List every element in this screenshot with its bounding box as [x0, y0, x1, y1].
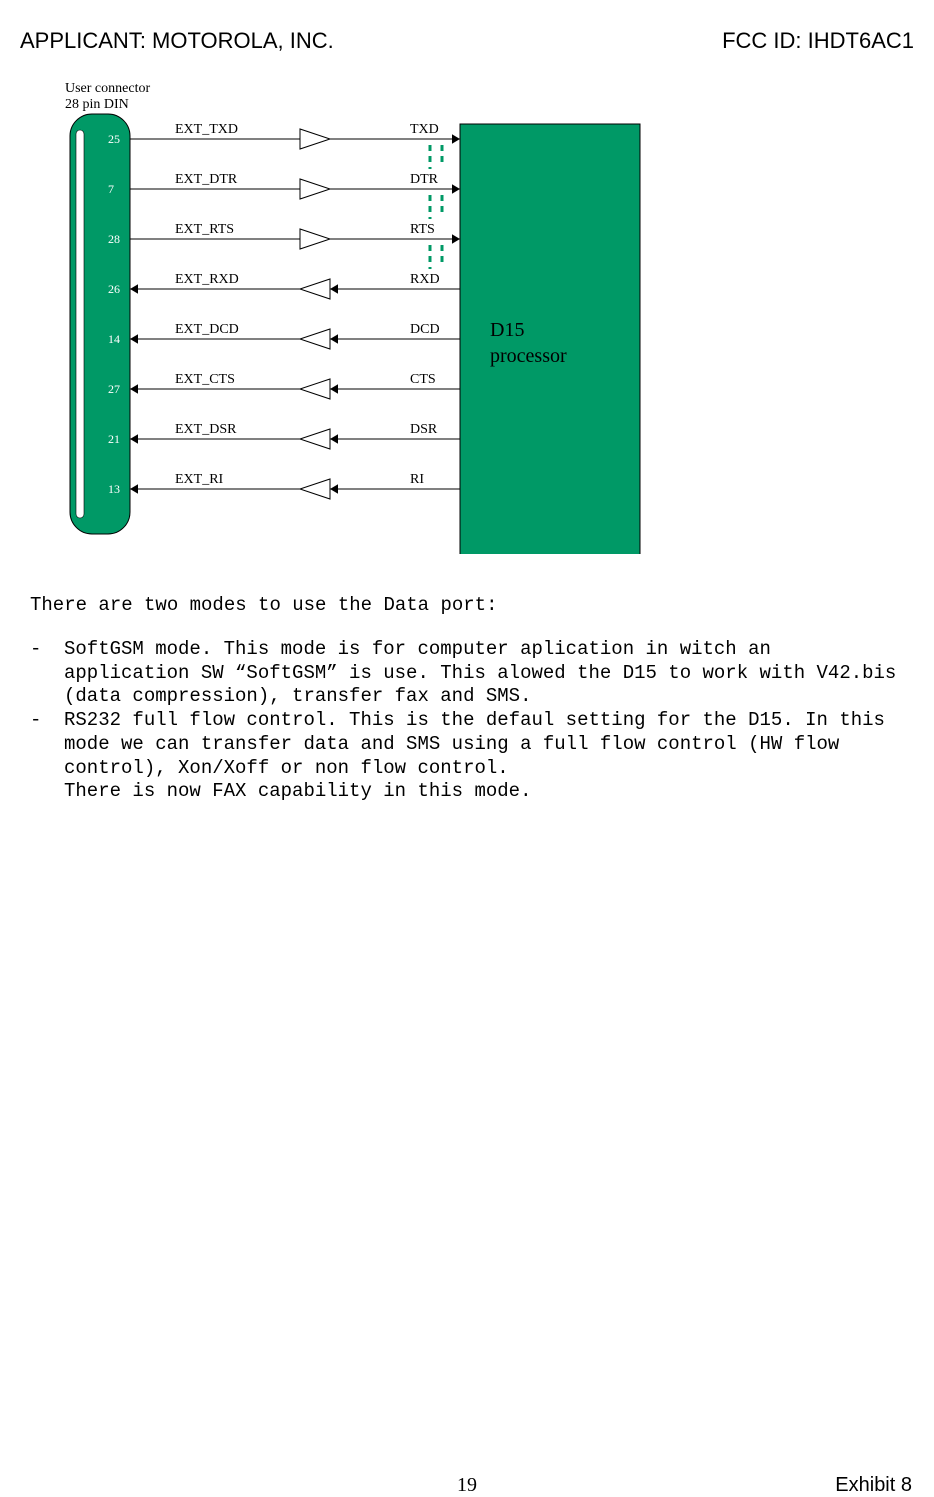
svg-text:D15: D15 — [490, 319, 524, 341]
list-item-2: RS232 full flow control. This is the def… — [64, 709, 904, 780]
page-number: 19 — [457, 1474, 477, 1497]
svg-text:13: 13 — [108, 482, 120, 496]
list-item-2b: There is now FAX capability in this mode… — [64, 780, 904, 804]
exhibit-label: Exhibit 8 — [835, 1474, 912, 1497]
svg-text:processor: processor — [490, 345, 567, 367]
svg-text:User connector: User connector — [65, 81, 150, 96]
svg-text:28 pin DIN: 28 pin DIN — [65, 97, 129, 112]
svg-text:RXD: RXD — [410, 272, 440, 287]
svg-text:TXD: TXD — [410, 122, 439, 137]
svg-text:CTS: CTS — [410, 372, 436, 387]
svg-text:EXT_CTS: EXT_CTS — [175, 372, 235, 387]
svg-text:7: 7 — [108, 182, 114, 196]
svg-text:DCD: DCD — [410, 322, 440, 337]
list-dash: - — [30, 709, 64, 804]
svg-text:RTS: RTS — [410, 222, 435, 237]
svg-text:EXT_RXD: EXT_RXD — [175, 272, 239, 287]
list-dash: - — [30, 638, 64, 709]
svg-text:EXT_TXD: EXT_TXD — [175, 122, 238, 137]
svg-text:27: 27 — [108, 382, 120, 396]
signal-diagram: User connector28 pin DIN D15 processor 25 EX… — [40, 74, 914, 554]
svg-text:14: 14 — [108, 332, 120, 346]
intro-paragraph: There are two modes to use the Data port… — [30, 594, 904, 618]
svg-text:21: 21 — [108, 432, 120, 446]
applicant-label: APPLICANT: MOTOROLA, INC. — [20, 28, 334, 54]
fcc-id-label: FCC ID: IHDT6AC1 — [722, 28, 914, 54]
svg-text:DSR: DSR — [410, 422, 438, 437]
svg-text:26: 26 — [108, 282, 120, 296]
svg-text:EXT_DSR: EXT_DSR — [175, 422, 237, 437]
list-item-1: SoftGSM mode. This mode is for computer … — [64, 638, 904, 709]
svg-text:EXT_RTS: EXT_RTS — [175, 222, 234, 237]
svg-text:28: 28 — [108, 232, 120, 246]
svg-text:EXT_RI: EXT_RI — [175, 472, 224, 487]
svg-text:DTR: DTR — [410, 172, 439, 187]
svg-text:EXT_DTR: EXT_DTR — [175, 172, 238, 187]
body-text: There are two modes to use the Data port… — [30, 594, 904, 804]
svg-text:25: 25 — [108, 132, 120, 146]
svg-text:RI: RI — [410, 472, 424, 487]
svg-text:EXT_DCD: EXT_DCD — [175, 322, 239, 337]
